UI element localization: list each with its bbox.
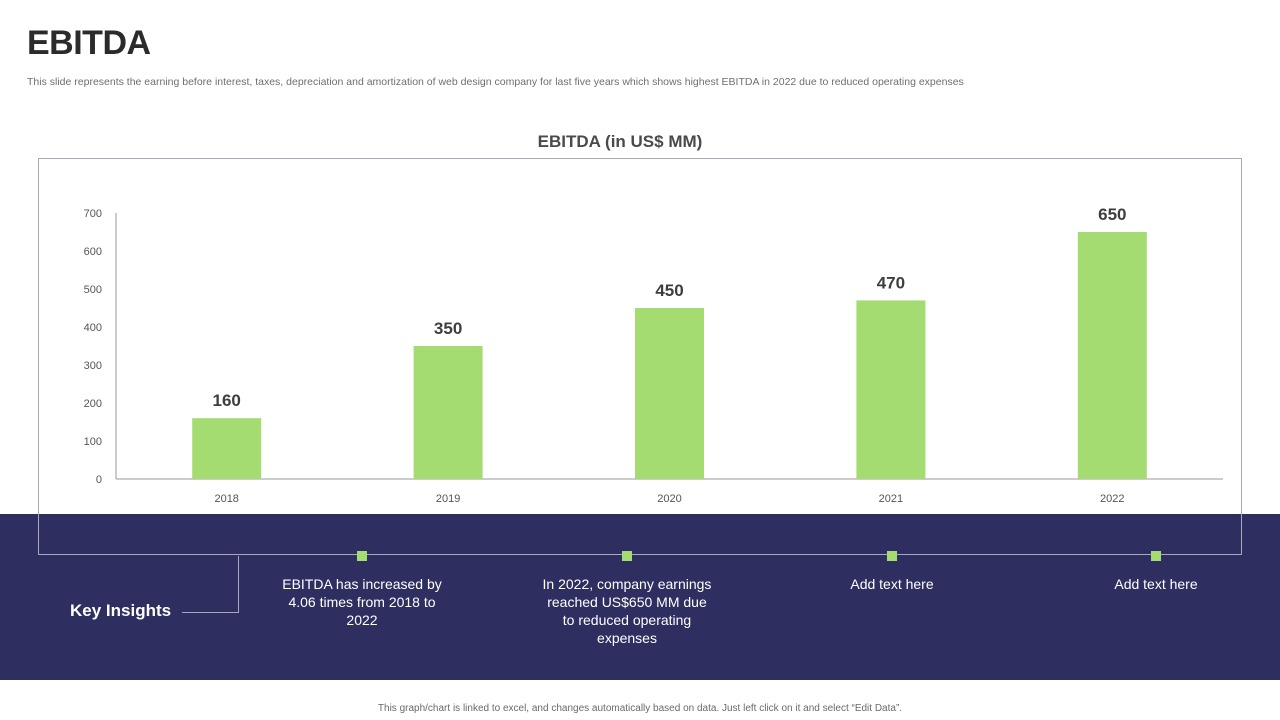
connector-line-vertical (238, 556, 239, 613)
data-label-2019: 350 (434, 319, 462, 338)
chart-frame[interactable] (38, 158, 1242, 555)
insight-marker-3 (887, 551, 897, 561)
y-tick-label-0: 0 (96, 474, 102, 486)
bar-2020 (635, 308, 704, 479)
page-title: EBITDA (27, 24, 151, 62)
data-label-2020: 450 (655, 281, 683, 300)
ebitda-bar-chart[interactable]: 0 100 200 300 400 500 600 700 160 2018 350 2019 450 2… (0, 0, 1280, 560)
insight-text-2[interactable]: In 2022, company earnings reached US$650… (542, 576, 712, 646)
y-tick-label-4: 400 (84, 322, 102, 334)
insight-marker-2 (622, 551, 632, 561)
y-tick-label-5: 500 (84, 284, 102, 296)
bar-2021 (856, 300, 926, 479)
key-insights-heading: Key Insights (70, 601, 172, 620)
connector-line-horizontal (182, 612, 239, 613)
x-tick-label-2018: 2018 (214, 493, 238, 505)
data-label-2021: 470 (877, 273, 905, 292)
x-tick-label-2020: 2020 (657, 493, 681, 505)
bar-2022 (1077, 232, 1147, 479)
bar-2019 (413, 346, 483, 479)
data-label-2022: 650 (1098, 205, 1126, 224)
x-tick-label-2022: 2022 (1100, 493, 1124, 505)
insight-marker-1 (357, 551, 367, 561)
x-tick-label-2021: 2021 (879, 493, 903, 505)
chart-title: EBITDA (in US$ MM) (537, 132, 703, 151)
data-label-2018: 160 (213, 391, 241, 410)
insights-band (0, 514, 1280, 680)
bar-2018 (192, 418, 262, 479)
insight-text-3[interactable]: Add text here (850, 576, 934, 592)
insight-text-1[interactable]: EBITDA has increased by 4.06 times from … (282, 576, 442, 628)
y-tick-label-2: 200 (84, 398, 102, 410)
y-tick-label-6: 600 (84, 246, 102, 258)
x-tick-label-2019: 2019 (436, 493, 460, 505)
footer-note: This graph/chart is linked to excel, and… (377, 703, 903, 714)
insight-text-4[interactable]: Add text here (1114, 576, 1198, 592)
page-subtitle: This slide represents the earning before… (27, 76, 964, 88)
insight-marker-4 (1151, 551, 1161, 561)
y-tick-label-7: 700 (84, 208, 102, 220)
y-tick-label-1: 100 (84, 436, 102, 448)
y-tick-label-3: 300 (84, 360, 102, 372)
